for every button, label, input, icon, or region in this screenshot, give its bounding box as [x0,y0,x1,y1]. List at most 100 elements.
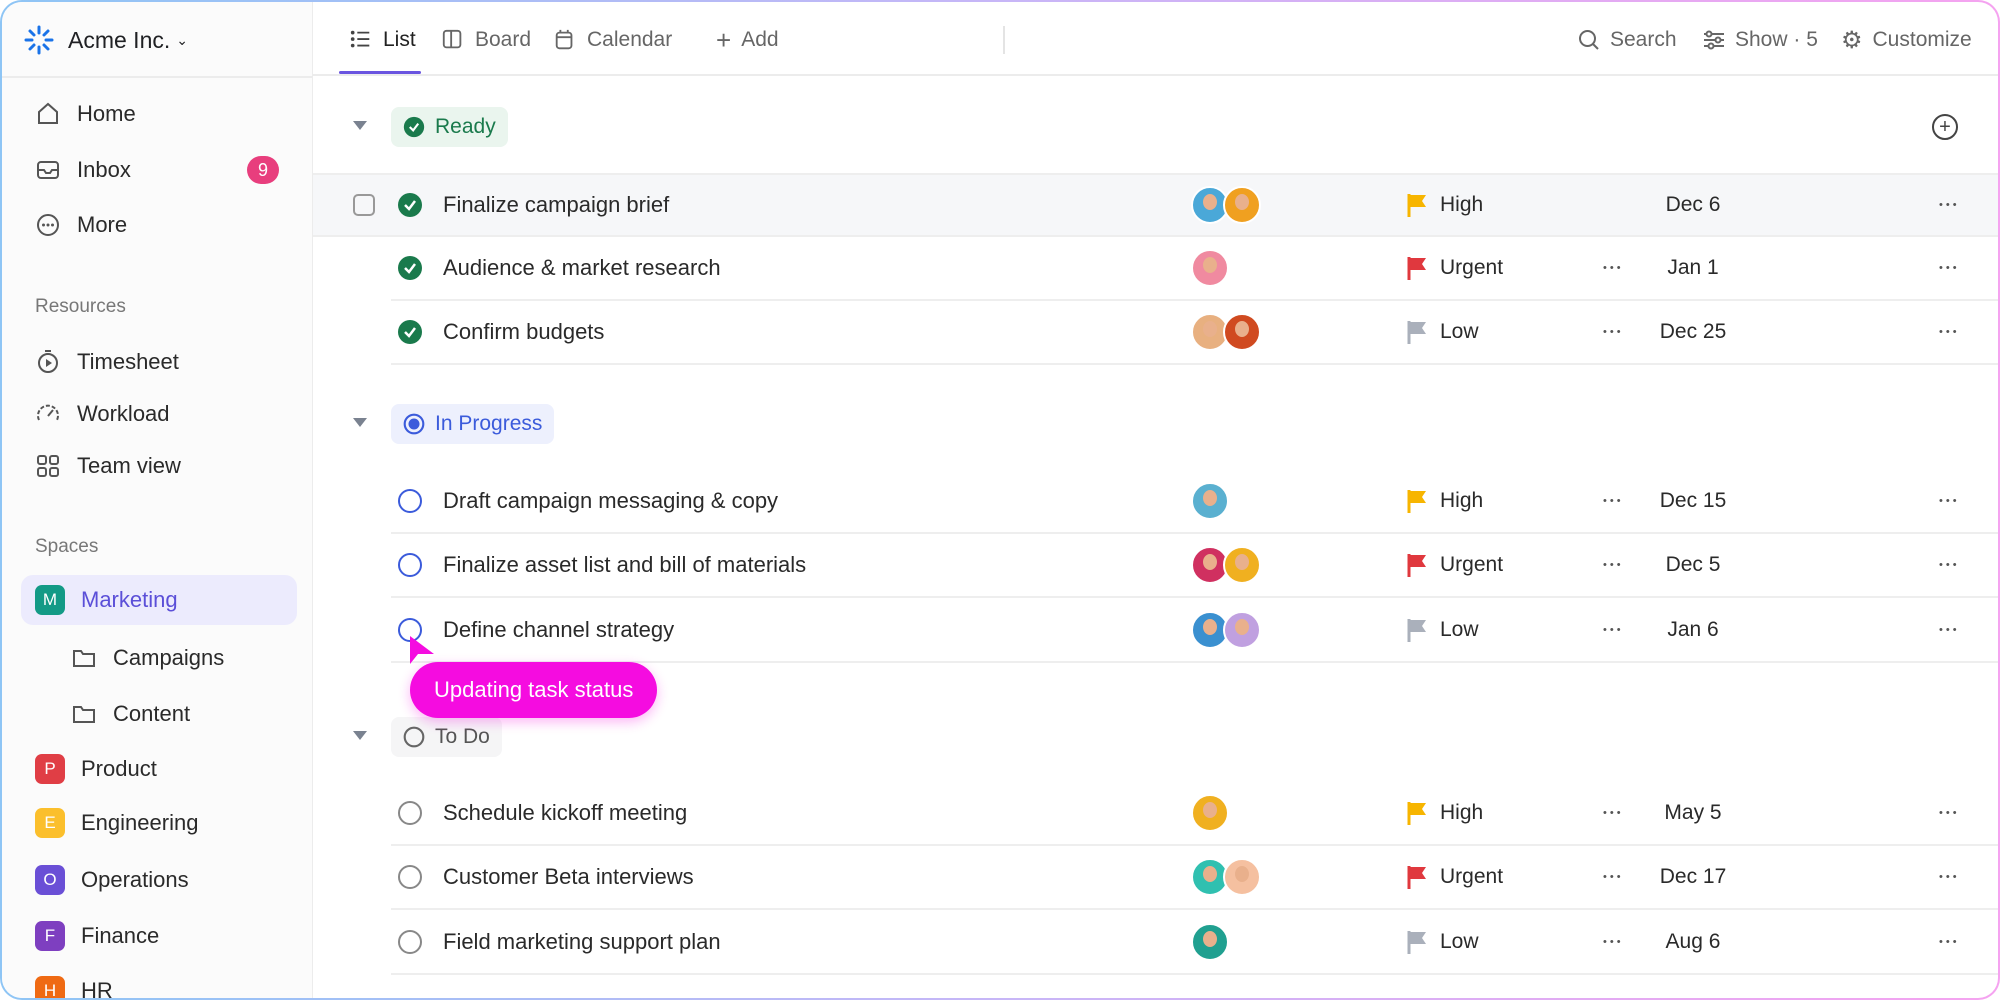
assignees[interactable] [1191,923,1229,961]
due-date[interactable]: Dec 25 [1659,320,1727,343]
add-view-button[interactable]: + Add [716,22,779,58]
row-menu-icon[interactable]: ••• [1939,559,1960,571]
row-menu-icon[interactable]: ••• [1939,624,1960,636]
row-menu-icon[interactable]: ••• [1939,199,1960,211]
task-name[interactable]: Confirm budgets [443,319,605,344]
task-name[interactable]: Audience & market research [443,255,721,280]
status-pill[interactable]: To Do [391,717,502,757]
avatar[interactable] [1191,313,1229,351]
avatar[interactable] [1191,249,1229,287]
sidebar-item-team-view[interactable]: Team view [21,441,297,491]
status-todo-icon[interactable] [397,929,423,955]
due-date[interactable]: Jan 6 [1667,618,1719,641]
sidebar-item-timesheet[interactable]: Timesheet [21,337,297,387]
more-fields-icon[interactable]: ••• [1603,624,1624,636]
more-fields-icon[interactable]: ••• [1603,262,1624,274]
sidebar-space-engineering[interactable]: E Engineering [21,798,297,848]
assignees[interactable] [1191,794,1229,832]
row-menu-icon[interactable]: ••• [1939,326,1960,338]
sidebar-space-marketing[interactable]: M Marketing [21,575,297,625]
tab-calendar[interactable]: Calendar [553,22,672,58]
task-name[interactable]: Define channel strategy [443,617,675,642]
sidebar-space-content[interactable]: Content [21,689,297,739]
avatar[interactable] [1191,611,1229,649]
task-row[interactable]: Field marketing support plan Low ••• Aug 6 •… [391,911,1998,975]
task-row[interactable]: Finalize campaign brief High Dec 6 ••• [313,173,1998,237]
task-row[interactable]: Confirm budgets Low ••• Dec 25 ••• [391,301,1998,365]
row-menu-icon[interactable]: ••• [1939,495,1960,507]
priority[interactable]: High [1406,192,1483,218]
more-fields-icon[interactable]: ••• [1603,871,1624,883]
due-date[interactable]: Aug 6 [1665,930,1721,953]
status-in-progress-icon[interactable] [397,488,423,514]
collapse-caret-icon[interactable] [353,121,367,130]
more-fields-icon[interactable]: ••• [1603,936,1624,948]
sidebar-space-product[interactable]: P Product [21,744,297,794]
avatar[interactable] [1191,923,1229,961]
avatar[interactable] [1191,482,1229,520]
task-row[interactable]: Customer Beta interviews Urgent ••• Dec 17 •… [391,846,1998,910]
sidebar-item-home[interactable]: Home [21,89,297,139]
row-menu-icon[interactable]: ••• [1939,807,1960,819]
avatar[interactable] [1191,186,1229,224]
search-button[interactable]: Search [1578,22,1677,58]
avatar[interactable] [1223,186,1261,224]
priority[interactable]: Urgent [1406,552,1503,578]
assignees[interactable] [1191,249,1229,287]
avatar[interactable] [1223,611,1261,649]
row-menu-icon[interactable]: ••• [1939,262,1960,274]
customize-button[interactable]: ⚙ Customize [1841,22,1972,58]
avatar[interactable] [1223,546,1261,584]
status-complete-icon[interactable] [397,255,423,281]
status-pill[interactable]: In Progress [391,404,555,444]
sidebar-item-inbox[interactable]: Inbox 9 [21,145,297,195]
task-row[interactable]: Define channel strategy Low ••• Jan 6 ••• [391,599,1998,663]
add-group-button[interactable]: + [1932,114,1958,140]
row-checkbox[interactable] [353,194,375,216]
assignees[interactable] [1191,546,1261,584]
status-todo-icon[interactable] [397,864,423,890]
priority[interactable]: Low [1406,617,1479,643]
priority[interactable]: Urgent [1406,255,1503,281]
sidebar-space-campaigns[interactable]: Campaigns [21,633,297,683]
due-date[interactable]: Dec 6 [1665,193,1721,216]
more-fields-icon[interactable]: ••• [1603,559,1624,571]
more-fields-icon[interactable]: ••• [1603,495,1624,507]
due-date[interactable]: May 5 [1664,801,1722,824]
sidebar-space-finance[interactable]: F Finance [21,911,297,961]
more-fields-icon[interactable]: ••• [1603,326,1624,338]
collapse-caret-icon[interactable] [353,418,367,427]
status-complete-icon[interactable] [397,319,423,345]
task-row[interactable]: Finalize asset list and bill of material… [391,534,1998,598]
status-pill[interactable]: Ready [391,107,508,147]
status-complete-icon[interactable] [397,192,423,218]
task-name[interactable]: Draft campaign messaging & copy [443,488,779,513]
status-todo-icon[interactable] [397,800,423,826]
avatar[interactable] [1223,858,1261,896]
row-menu-icon[interactable]: ••• [1939,871,1960,883]
priority[interactable]: Low [1406,319,1479,345]
sidebar-space-operations[interactable]: O Operations [21,855,297,905]
collapse-caret-icon[interactable] [353,731,367,740]
task-name[interactable]: Finalize asset list and bill of material… [443,552,807,577]
due-date[interactable]: Dec 15 [1659,489,1727,512]
assignees[interactable] [1191,611,1261,649]
show-button[interactable]: Show · 5 [1703,22,1818,58]
assignees[interactable] [1191,313,1261,351]
status-in-progress-icon[interactable] [397,552,423,578]
task-name[interactable]: Schedule kickoff meeting [443,800,688,825]
priority[interactable]: High [1406,800,1483,826]
workspace-switcher[interactable]: Acme Inc. ⌄ [24,22,188,58]
task-row[interactable]: Schedule kickoff meeting High ••• May 5 ••• [391,782,1998,846]
priority[interactable]: High [1406,488,1483,514]
assignees[interactable] [1191,482,1229,520]
sidebar-item-workload[interactable]: Workload [21,389,297,439]
task-name[interactable]: Customer Beta interviews [443,864,694,889]
task-name[interactable]: Finalize campaign brief [443,192,670,217]
priority[interactable]: Urgent [1406,864,1503,890]
assignees[interactable] [1191,186,1261,224]
avatar[interactable] [1223,313,1261,351]
due-date[interactable]: Dec 5 [1665,553,1721,576]
task-name[interactable]: Field marketing support plan [443,929,721,954]
due-date[interactable]: Dec 17 [1659,865,1727,888]
